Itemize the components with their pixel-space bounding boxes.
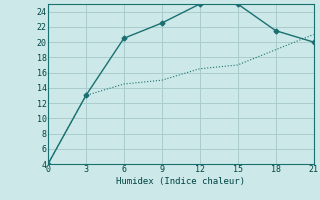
X-axis label: Humidex (Indice chaleur): Humidex (Indice chaleur) [116, 177, 245, 186]
